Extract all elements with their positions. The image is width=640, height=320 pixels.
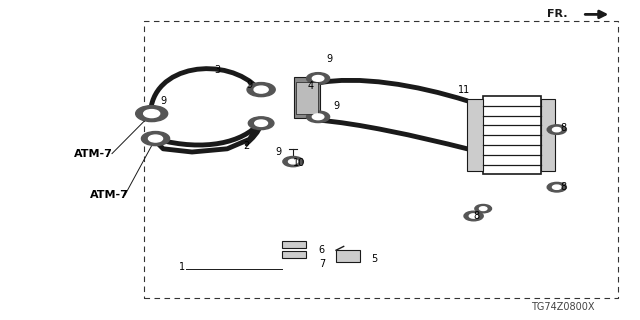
Bar [483,96,541,174]
Text: 4: 4 [307,81,314,92]
Bar [467,99,483,171]
Bar [336,250,360,262]
Circle shape [312,114,324,120]
Circle shape [141,132,170,146]
Circle shape [148,135,163,142]
Circle shape [469,214,478,218]
Text: 5: 5 [371,254,378,264]
Text: 9: 9 [275,147,282,157]
Bar [294,77,320,118]
Text: 9: 9 [333,100,339,111]
Text: 10: 10 [292,158,305,168]
Circle shape [247,83,275,97]
Text: 3: 3 [214,65,221,76]
Circle shape [254,86,268,93]
Text: FR.: FR. [547,9,567,20]
Circle shape [479,207,487,211]
Circle shape [307,111,330,123]
Text: 8: 8 [474,211,480,221]
Circle shape [312,76,324,81]
Circle shape [144,109,160,118]
Bar [296,82,318,114]
Bar [541,99,555,171]
Text: ATM-7: ATM-7 [74,148,113,159]
Text: 11: 11 [458,84,470,95]
Bar [282,241,306,248]
Text: 8: 8 [560,182,566,192]
Text: ATM-7: ATM-7 [90,190,129,200]
Text: 6: 6 [319,244,325,255]
Circle shape [307,73,330,84]
Text: 9: 9 [326,54,333,64]
Circle shape [547,182,566,192]
Bar [282,251,306,258]
Text: 9: 9 [246,80,253,90]
Text: 8: 8 [560,123,566,133]
Text: 7: 7 [319,259,325,269]
Circle shape [552,127,561,132]
Circle shape [464,211,483,221]
Circle shape [255,120,268,126]
Circle shape [248,117,274,130]
Circle shape [475,204,492,213]
Text: TG74Z0800X: TG74Z0800X [531,302,595,312]
Circle shape [552,185,561,189]
Circle shape [283,156,303,167]
Circle shape [136,106,168,122]
Text: 2: 2 [243,140,250,151]
Circle shape [289,159,298,164]
Circle shape [547,125,566,134]
Text: 9: 9 [160,96,166,106]
Text: 1: 1 [179,262,186,272]
